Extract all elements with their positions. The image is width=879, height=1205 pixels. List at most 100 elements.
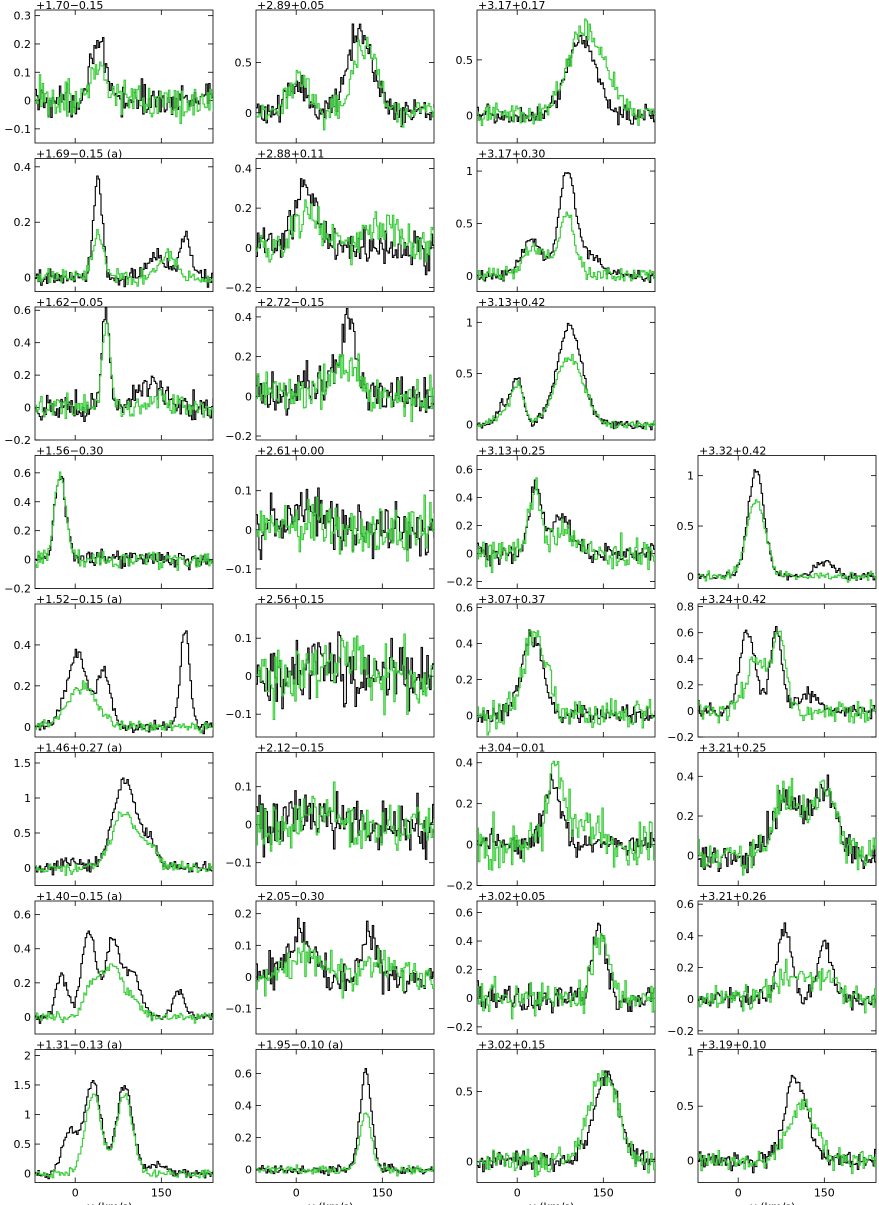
y-tick-label: −0.1 bbox=[225, 857, 252, 870]
spectrum-panel: +3.04−0.01 −0.2 0 0.2 0.4 bbox=[446, 742, 656, 893]
spectrum-line-green bbox=[698, 777, 876, 876]
x-tick-label: 150 bbox=[151, 1187, 172, 1200]
spectrum-line-black bbox=[256, 631, 434, 712]
spectrum-panel: +3.17+0.17 0 0.5 bbox=[456, 0, 656, 144]
panel-title: +2.88+0.11 bbox=[257, 148, 324, 161]
y-tick-label: −0.2 bbox=[667, 1025, 694, 1038]
spectrum-line-green bbox=[698, 630, 876, 724]
panel-frame bbox=[34, 158, 214, 292]
panel-title: +3.21+0.25 bbox=[699, 742, 766, 755]
panel-frame bbox=[255, 1049, 435, 1183]
spectrum-line-green bbox=[477, 211, 655, 282]
spectrum-panel: +1.95−0.10 (a) 0 0.2 0.4 0.6 0 150 v (km/s) bbox=[235, 1039, 435, 1205]
spectrum-line-green bbox=[698, 499, 876, 583]
panel-frame bbox=[34, 455, 214, 589]
x-tick-label: 0 bbox=[293, 1187, 300, 1200]
spectrum-panel: +3.32+0.42 0 0.5 1 bbox=[677, 445, 877, 589]
y-tick-label: 0.5 bbox=[456, 54, 474, 67]
y-tick-label: 0 bbox=[466, 839, 473, 852]
y-tick-label: 0.4 bbox=[14, 161, 32, 174]
y-tick-label: 0.5 bbox=[677, 520, 695, 533]
spectrum-line-black bbox=[698, 774, 876, 874]
spectrum-line-green bbox=[698, 958, 876, 1014]
panel-title: +3.02+0.05 bbox=[478, 890, 545, 903]
y-tick-label: 0 bbox=[24, 272, 31, 285]
spectrum-line-black bbox=[477, 172, 655, 283]
y-tick-label: 0.5 bbox=[456, 217, 474, 230]
y-tick-label: 0 bbox=[466, 992, 473, 1005]
y-tick-label: 0.5 bbox=[456, 368, 474, 381]
y-tick-label: 0.2 bbox=[235, 1132, 253, 1145]
spectrum-line-black bbox=[35, 1080, 213, 1180]
x-tick-label: 0 bbox=[735, 1187, 742, 1200]
panel-title: +3.04−0.01 bbox=[478, 742, 545, 755]
y-tick-label: 0.4 bbox=[235, 162, 253, 175]
y-tick-label: 0.4 bbox=[456, 638, 474, 651]
spectrum-line-green bbox=[35, 229, 213, 287]
y-tick-label: −0.1 bbox=[225, 1003, 252, 1016]
y-tick-label: 0.4 bbox=[456, 935, 474, 948]
panel-title: +1.56−0.30 bbox=[36, 445, 103, 458]
panel-frame bbox=[476, 306, 656, 441]
x-tick-label: 150 bbox=[593, 1187, 614, 1200]
spectrum-line-green bbox=[35, 963, 213, 1024]
spectrum-line-black bbox=[256, 178, 434, 276]
y-tick-label: 0 bbox=[24, 1168, 31, 1181]
y-tick-label: 1.5 bbox=[14, 1079, 32, 1092]
y-tick-label: 0 bbox=[24, 554, 31, 567]
y-tick-label: −0.2 bbox=[4, 583, 31, 596]
panel-frame bbox=[476, 158, 656, 292]
spectrum-panel: +2.89+0.05 0 0.5 bbox=[235, 0, 435, 144]
panel-title: +1.31−0.13 (a) bbox=[36, 1039, 122, 1052]
y-tick-label: 0 bbox=[687, 993, 694, 1006]
y-tick-label: 0 bbox=[245, 390, 252, 403]
spectrum-panel: +3.21+0.26 −0.2 0 0.2 0.4 0.6 bbox=[667, 890, 877, 1038]
y-tick-label: 0.2 bbox=[677, 679, 695, 692]
spectrum-line-green bbox=[256, 494, 434, 562]
y-tick-label: 0.4 bbox=[456, 757, 474, 770]
y-tick-label: 0.4 bbox=[14, 496, 32, 509]
y-tick-label: 0.4 bbox=[677, 930, 695, 943]
panel-frame bbox=[697, 455, 877, 589]
spectrum-panel: +2.72−0.15 −0.2 0 0.2 0.4 bbox=[225, 296, 435, 443]
y-tick-label: 0 bbox=[466, 1156, 473, 1169]
panel-frame bbox=[476, 900, 656, 1035]
spectrum-line-green bbox=[477, 18, 655, 126]
spectrum-line-black bbox=[256, 307, 434, 416]
spectrum-line-green bbox=[256, 781, 434, 852]
panel-frame bbox=[476, 455, 656, 589]
panel-title: +3.13+0.25 bbox=[478, 445, 545, 458]
x-axis-label: v (km/s) bbox=[308, 1201, 353, 1205]
y-tick-label: 0.2 bbox=[677, 810, 695, 823]
y-tick-label: −0.1 bbox=[225, 563, 252, 576]
y-tick-label: 0.6 bbox=[677, 898, 695, 911]
panel-title: +3.17+0.30 bbox=[478, 148, 545, 161]
panel-frame bbox=[476, 603, 656, 738]
spectrum-line-black bbox=[35, 175, 213, 288]
spectrum-line-black bbox=[256, 917, 434, 995]
spectrum-panel: +3.02+0.15 0 0.5 0 150 v (km/s) bbox=[456, 1039, 656, 1205]
y-tick-label: 1 bbox=[466, 316, 473, 329]
spectrum-line-black bbox=[35, 307, 213, 423]
y-tick-label: 0.4 bbox=[14, 943, 32, 956]
spectrum-panel: +3.13+0.42 0 0.5 1 bbox=[456, 296, 656, 441]
spectrum-panel: +2.61+0.00 −0.1 0 0.1 bbox=[225, 445, 435, 589]
spectrum-line-black bbox=[477, 774, 655, 859]
y-tick-label: 0 bbox=[466, 270, 473, 283]
spectrum-line-green bbox=[256, 199, 434, 266]
spectrum-panel: +2.56+0.15 −0.1 0 0.1 bbox=[225, 593, 435, 738]
y-tick-label: 0 bbox=[687, 705, 694, 718]
y-tick-label: 0.1 bbox=[235, 781, 253, 794]
y-tick-label: 0.2 bbox=[456, 798, 474, 811]
y-tick-label: 0.6 bbox=[677, 627, 695, 640]
y-tick-label: 0.2 bbox=[14, 216, 32, 229]
spectrum-panel: +2.05−0.30 −0.1 0 0.1 0.2 bbox=[225, 890, 435, 1035]
y-tick-label: 0.4 bbox=[14, 639, 32, 652]
panel-frame bbox=[34, 1049, 214, 1183]
spectrum-line-green bbox=[477, 933, 655, 1020]
panel-title: +1.69−0.15 (a) bbox=[36, 148, 122, 161]
y-tick-label: 0 bbox=[24, 402, 31, 415]
spectrum-line-black bbox=[698, 469, 876, 581]
spectrum-panel: +1.62−0.05 −0.2 0 0.2 0.4 0.6 bbox=[4, 296, 214, 447]
